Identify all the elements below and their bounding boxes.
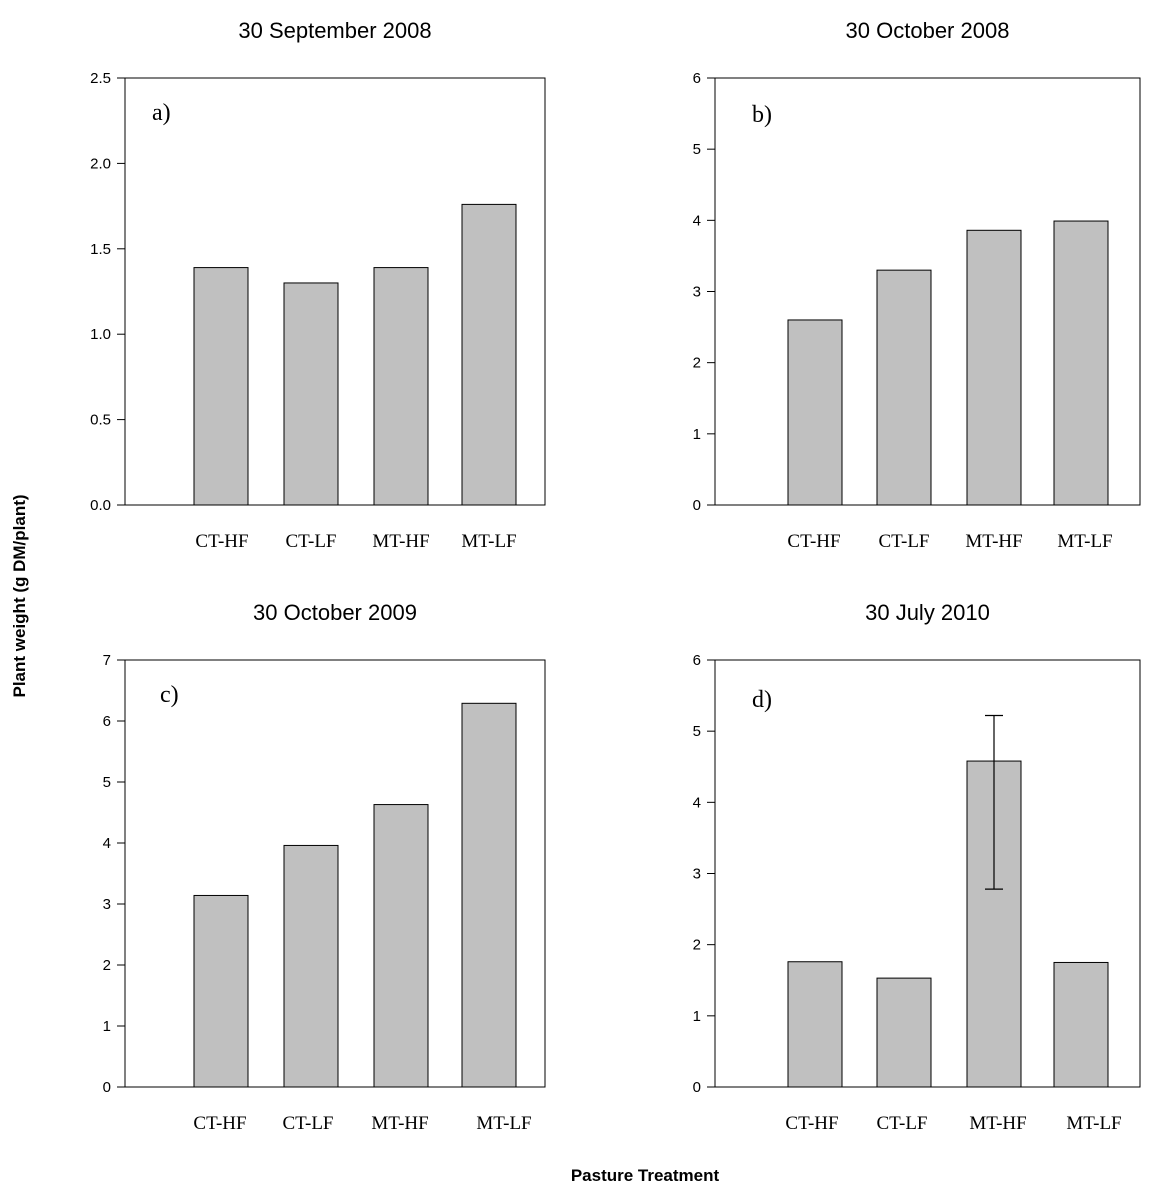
panel-c-category-label: MT-HF [371,1113,428,1134]
panel-c-ytick-label: 6 [103,713,111,730]
panel-b-ytick-label: 4 [693,212,701,229]
panel-c-title: 30 October 2009 [253,600,417,625]
panel-c-bar-ct-lf [283,844,339,1088]
panel-d-category-label: MT-LF [1066,1113,1121,1134]
panel-b-category-label: MT-LF [1057,531,1112,552]
panel-d-bar-mt-lf [1053,961,1109,1088]
panel-c-ytick-label: 1 [103,1018,111,1035]
panel-d-ytick-label: 1 [693,1008,701,1025]
panel-d-label: d) [752,687,772,713]
panel-a-bar-ct-lf [283,282,339,506]
y-axis-label: Plant weight (g DM/plant) [10,494,29,697]
panel-c-ytick-label: 5 [103,774,111,791]
panel-a-ytick-label: 1.5 [90,241,111,258]
panel-c-ytick-label: 2 [103,957,111,974]
panel-c-bar-mt-hf [373,804,429,1088]
panel-d-bar-ct-lf [876,977,932,1088]
panel-d-ytick-label: 3 [693,866,701,883]
panel-a-ytick-label: 1.0 [90,326,111,343]
panel-b-ytick-label: 0 [693,497,701,514]
panel-d-category-label: CT-LF [876,1113,927,1134]
panel-a-ytick-label: 2.5 [90,70,111,87]
panel-c-bar-ct-hf [193,894,249,1088]
panel-c-ytick-label: 0 [103,1079,111,1096]
panel-a-category-label: CT-HF [195,531,248,552]
panel-a-bar-ct-hf [193,267,249,506]
panel-a-category-label: MT-LF [461,531,516,552]
panel-a-bar-mt-hf [373,267,429,506]
panel-b-ytick-label: 1 [693,426,701,443]
panel-a-title: 30 September 2008 [238,18,431,43]
panel-b-label: b) [752,102,772,128]
panel-d-ytick-label: 5 [693,723,701,740]
panel-a-category-label: MT-HF [372,531,429,552]
panel-b-bar-ct-hf [787,319,843,506]
panel-b-ytick-label: 5 [693,141,701,158]
panel-b-ytick-label: 6 [693,70,701,87]
panel-d-category-label: MT-HF [969,1113,1026,1134]
panel-b-category-label: MT-HF [965,531,1022,552]
panel-c-label: c) [160,682,179,708]
x-axis-label: Pasture Treatment [571,1166,720,1185]
panel-a-label: a) [152,100,171,126]
panel-c-category-label: CT-LF [282,1113,333,1134]
panel-d-ytick-label: 0 [693,1079,701,1096]
panel-c-category-label: MT-LF [476,1113,531,1134]
panel-a-bar-mt-lf [461,203,517,506]
panel-d-ytick-label: 6 [693,652,701,669]
panel-b-ytick-label: 3 [693,284,701,301]
panel-a-ytick-label: 2.0 [90,155,111,172]
panel-b-category-label: CT-LF [878,531,929,552]
panel-d-category-label: CT-HF [785,1113,838,1134]
panel-b-category-label: CT-HF [787,531,840,552]
panel-a-ytick-label: 0.5 [90,412,111,429]
panel-d-bar-ct-hf [787,961,843,1088]
panel-b-title: 30 October 2008 [846,18,1010,43]
panel-c-ytick-label: 7 [103,652,111,669]
panel-c-ytick-label: 4 [103,835,111,852]
panel-d-title: 30 July 2010 [865,600,990,625]
panel-c-ytick-label: 3 [103,896,111,913]
panel-c-category-label: CT-HF [193,1113,246,1134]
panel-c-plot-frame [124,659,546,1088]
panel-a-plot-frame [124,77,546,506]
panel-d-ytick-label: 4 [693,794,701,811]
panel-b-bar-mt-lf [1053,220,1109,506]
panel-d-ytick-label: 2 [693,937,701,954]
panel-b-bar-ct-lf [876,269,932,506]
panel-c-bar-mt-lf [461,702,517,1088]
panel-b-ytick-label: 2 [693,355,701,372]
panel-a-ytick-label: 0.0 [90,497,111,514]
panel-a-category-label: CT-LF [285,531,336,552]
panel-b-bar-mt-hf [966,229,1022,506]
